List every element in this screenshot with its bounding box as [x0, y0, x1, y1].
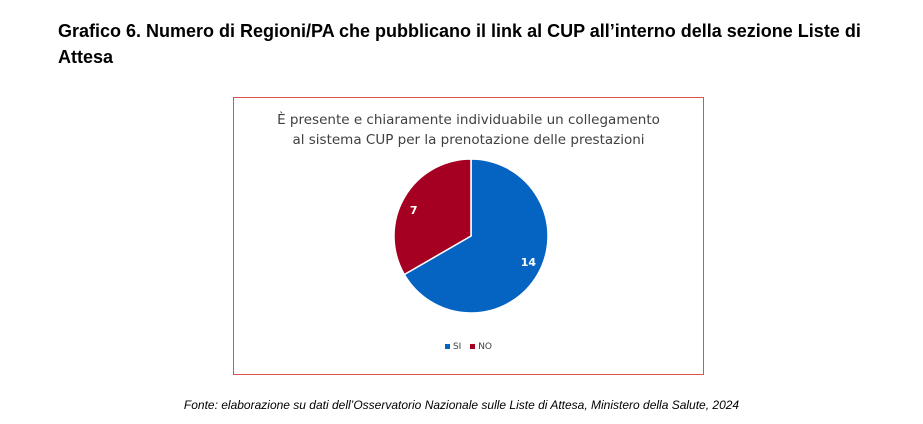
chart-legend: SI NO [234, 342, 703, 352]
pie-slice-si [403, 158, 549, 314]
pie-data-label-no: 7 [410, 204, 418, 217]
legend-swatch-no [470, 344, 476, 349]
pie-chart: 14 7 [393, 158, 549, 314]
legend-item-no: NO [470, 342, 492, 352]
chart-frame: È presente e chiaramente individuabile u… [233, 97, 704, 375]
legend-item-si: SI [444, 342, 462, 352]
chart-title: È presente e chiaramente individuabile u… [234, 110, 703, 150]
pie-slice-no [393, 158, 472, 276]
legend-label-si: SI [452, 342, 462, 352]
pie-data-label-si: 14 [521, 256, 537, 269]
chart-title-line-1: È presente e chiaramente individuabile u… [277, 112, 660, 128]
legend-label-no: NO [478, 342, 493, 352]
legend-swatch-si [444, 344, 450, 349]
figure-title: Grafico 6. Numero di Regioni/PA che pubb… [58, 21, 861, 67]
chart-title-line-2: al sistema CUP per la prenotazione delle… [292, 132, 645, 148]
source-note: Fonte: elaborazione su dati dell’Osserva… [183, 398, 740, 412]
